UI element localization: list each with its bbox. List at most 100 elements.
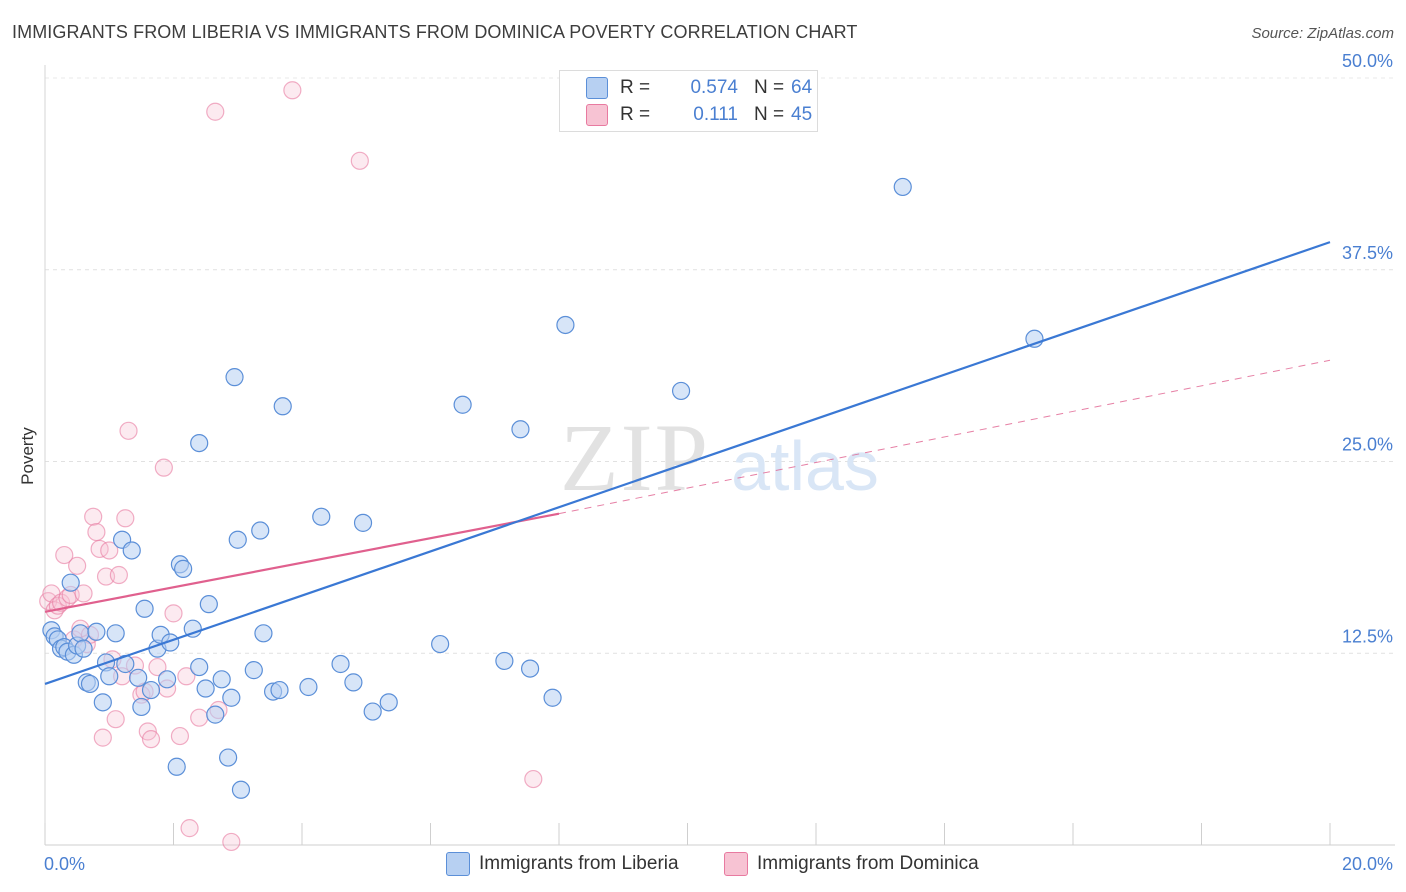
dominica-point <box>170 726 190 746</box>
liberia-point <box>273 397 292 416</box>
dominica-point <box>87 522 106 542</box>
dominica-point <box>106 710 125 729</box>
liberia-point <box>495 651 514 671</box>
dominica-point <box>148 657 167 677</box>
liberia-point <box>199 595 218 614</box>
dominica-point <box>177 667 196 686</box>
dominica-point <box>206 102 225 121</box>
source-label: Source: ZipAtlas.com <box>1251 25 1394 42</box>
liberia-legend-label: Immigrants from Liberia <box>479 853 679 874</box>
y-tick-label: 25.0% <box>1342 435 1393 455</box>
x-tick-label-max: 20.0% <box>1342 854 1393 874</box>
liberia-point <box>157 670 177 689</box>
liberia-point <box>132 697 151 717</box>
dominica-point <box>100 541 119 560</box>
dominica-n-value: 45 <box>791 104 813 125</box>
dominica-points <box>39 81 543 852</box>
liberia-point <box>222 688 241 707</box>
chart-title: IMMIGRANTS FROM LIBERIA VS IMMIGRANTS FR… <box>12 22 858 42</box>
liberia-point <box>206 705 225 724</box>
liberia-point <box>129 668 148 687</box>
liberia-point <box>299 677 318 697</box>
dominica-point <box>141 730 161 749</box>
liberia-point <box>344 673 363 692</box>
liberia-point <box>167 757 186 776</box>
liberia-point <box>122 541 141 560</box>
liberia-point <box>331 654 350 674</box>
liberia-point <box>141 680 161 700</box>
dominica-point <box>119 421 138 440</box>
dominica-legend-label: Immigrants from Dominica <box>757 853 979 874</box>
dominica-point <box>283 81 302 100</box>
liberia-point <box>174 559 193 578</box>
liberia-point <box>219 748 238 767</box>
liberia-legend-swatch <box>446 852 470 876</box>
dominica-r-label: R = <box>620 104 651 125</box>
liberia-point <box>251 521 270 540</box>
liberia-point <box>556 315 575 335</box>
liberia-point <box>190 433 209 453</box>
liberia-point <box>312 507 331 526</box>
liberia-point <box>196 679 215 698</box>
liberia-point <box>61 573 80 592</box>
liberia-point <box>100 667 119 686</box>
watermark: ZIP atlas <box>560 404 879 511</box>
liberia-point <box>231 780 251 799</box>
liberia-swatch <box>586 77 608 99</box>
liberia-point <box>453 395 472 414</box>
dominica-point <box>350 151 369 170</box>
liberia-point <box>135 599 154 618</box>
liberia-point <box>543 688 562 707</box>
grid-lines <box>45 77 1395 654</box>
liberia-point <box>893 177 912 197</box>
y-tick-label: 12.5% <box>1342 626 1393 646</box>
liberia-point <box>190 657 209 677</box>
dominica-point <box>55 545 74 565</box>
axes <box>44 65 1395 846</box>
dominica-point <box>164 604 183 623</box>
liberia-point <box>244 661 263 680</box>
liberia-point <box>431 634 450 654</box>
liberia-point <box>671 381 691 401</box>
liberia-r-value: 0.574 <box>690 77 738 98</box>
liberia-point <box>183 619 202 638</box>
liberia-point <box>71 624 90 643</box>
dominica-point <box>524 769 543 789</box>
dominica-n-label: N = <box>754 104 785 125</box>
liberia-r-label: R = <box>620 77 651 98</box>
watermark-atlas: atlas <box>731 427 879 505</box>
liberia-point <box>228 530 247 549</box>
liberia-n-value: 64 <box>791 77 813 98</box>
y-tick-label: 37.5% <box>1342 243 1393 263</box>
trend-lines <box>44 241 1331 685</box>
liberia-point <box>212 670 231 689</box>
dominica-trend-line <box>44 512 560 613</box>
dominica-point <box>68 556 87 575</box>
liberia-point <box>225 368 244 387</box>
liberia-point <box>80 674 100 694</box>
liberia-point <box>87 622 106 641</box>
dominica-point <box>109 565 128 585</box>
y-tick-label: 50.0% <box>1342 51 1393 71</box>
x-tick-label-min: 0.0% <box>44 854 85 874</box>
dominica-point <box>222 832 241 852</box>
tick-labels: 12.5% 25.0% 37.5% 50.0% 0.0% 20.0% <box>44 51 1393 874</box>
liberia-n-label: N = <box>754 77 785 98</box>
dominica-point <box>190 708 209 727</box>
dominica-point <box>180 819 199 838</box>
liberia-point <box>270 680 289 700</box>
liberia-point <box>379 693 398 712</box>
watermark-zip: ZIP <box>560 404 710 511</box>
dominica-point <box>84 507 103 526</box>
liberia-trend-line <box>44 241 1331 685</box>
liberia-points <box>42 177 1044 799</box>
liberia-point <box>520 659 540 678</box>
dominica-point <box>93 728 112 747</box>
dominica-r-value: 0.111 <box>693 104 738 125</box>
dominica-point <box>74 584 93 603</box>
liberia-point <box>106 624 125 643</box>
dominica-point <box>116 509 135 528</box>
dominica-swatch <box>586 104 608 126</box>
liberia-point <box>511 420 530 439</box>
